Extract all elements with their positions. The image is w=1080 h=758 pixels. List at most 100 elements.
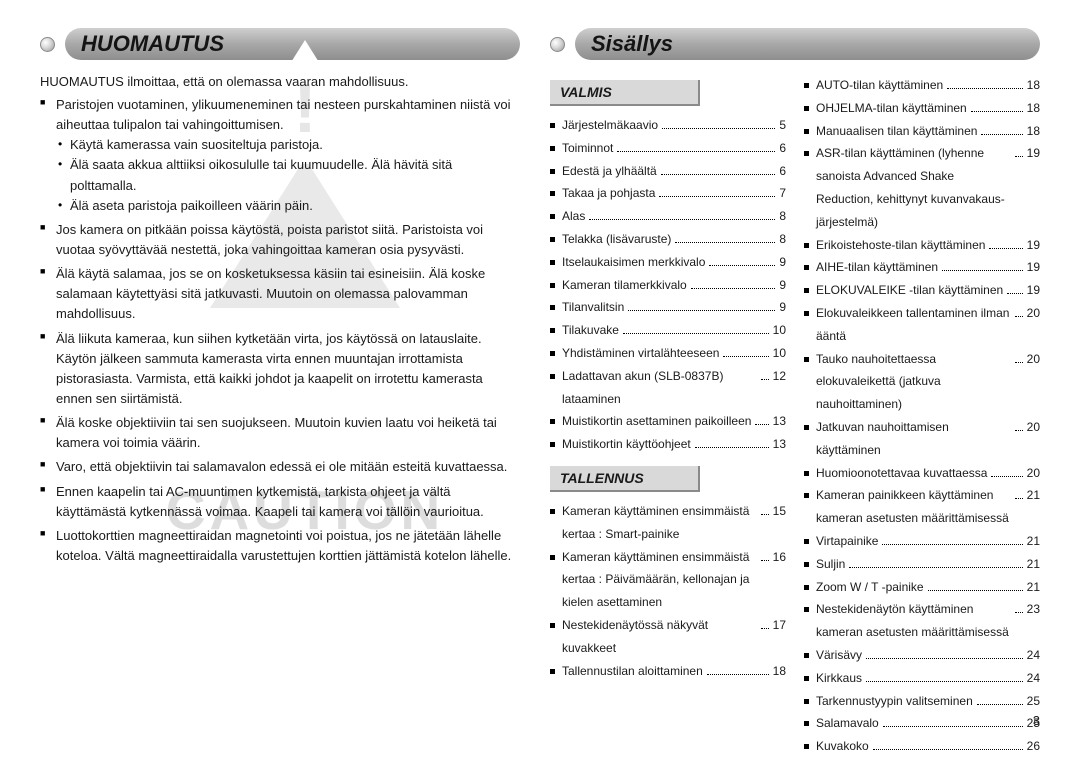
toc-leader [761,560,769,561]
toc-page: 20 [1027,348,1040,371]
toc-leader [1015,612,1023,613]
toc-item: Virtapainike21 [804,530,1040,553]
toc-label: Tauko nauhoitettaessa elokuvaleikettä (j… [816,348,1011,416]
toc-list-valmis: Järjestelmäkaavio5Toiminnot6Edestä ja yl… [550,114,786,456]
toc-leader [989,248,1022,249]
toc-item: Kuvakoko26 [804,735,1040,758]
toc-label: Kameran tilamerkkivalo [562,274,687,297]
toc-page: 24 [1027,667,1040,690]
toc-page: 7 [779,182,786,205]
toc-label: Värisävy [816,644,862,667]
bullet-dot-icon [40,37,55,52]
toc-item: Kameran käyttäminen ensimmäistä kertaa :… [550,546,786,614]
toc-page: 26 [1027,735,1040,758]
toc-item: Huomioonotettavaa kuvattaessa20 [804,462,1040,485]
warning-item: Älä koske objektiiviin tai sen suojuksee… [40,413,520,453]
toc-label: ELOKUVALEIKE -tilan käyttäminen [816,279,1003,302]
toc-leader [977,704,1023,705]
subhead-valmis: VALMIS [550,80,700,106]
warning-text: Paristojen vuotaminen, ylikuumeneminen t… [56,97,511,132]
heading-pill: HUOMAUTUS [65,28,520,60]
toc-label: Suljin [816,553,845,576]
toc-leader [761,628,769,629]
toc-page: 24 [1027,644,1040,667]
toc-item: Muistikortin käyttöohjeet 13 [550,433,786,456]
toc-label: Tilanvalitsin [562,296,624,319]
toc-leader [942,270,1023,271]
toc-item: Kameran käyttäminen ensimmäistä kertaa :… [550,500,786,546]
toc-page: 15 [773,500,786,523]
toc-leader [873,749,1023,750]
toc-list-continued: AUTO-tilan käyttäminen18OHJELMA-tilan kä… [804,74,1040,758]
toc-page: 13 [773,433,786,456]
heading-sisallys: Sisällys [550,28,1040,60]
toc-page: 18 [1027,97,1040,120]
toc-page: 19 [1027,142,1040,165]
toc-leader [849,567,1022,568]
warning-item: Luottokorttien magneettiraidan magnetoin… [40,526,520,566]
toc-item: Kameran painikkeen käyttäminen kameran a… [804,484,1040,530]
right-column: Sisällys VALMIS Järjestelmäkaavio5Toimin… [550,28,1040,726]
toc-leader [662,128,775,129]
toc-leader [709,265,775,266]
toc-two-cols: VALMIS Järjestelmäkaavio5Toiminnot6Edest… [550,74,1040,758]
toc-leader [761,379,769,380]
two-column-layout: HUOMAUTUS ! CAUTION HUOMAUTUS ilmoittaa,… [40,28,1040,726]
toc-col-b: AUTO-tilan käyttäminen18OHJELMA-tilan kä… [804,74,1040,758]
left-column: HUOMAUTUS ! CAUTION HUOMAUTUS ilmoittaa,… [40,28,520,726]
toc-item: Salamavalo25 [804,712,1040,735]
toc-label: AIHE-tilan käyttäminen [816,256,938,279]
toc-leader [991,476,1022,477]
bullet-dot-icon [550,37,565,52]
toc-leader [761,514,769,515]
toc-page: 8 [779,228,786,251]
toc-leader [1015,498,1023,499]
toc-item: Tilanvalitsin9 [550,296,786,319]
toc-label: Itselaukaisimen merkkivalo [562,251,705,274]
toc-leader [617,151,775,152]
toc-page: 18 [1027,74,1040,97]
toc-label: Kameran käyttäminen ensimmäistä kertaa :… [562,546,757,614]
toc-label: Elokuvaleikkeen tallentaminen ilman äänt… [816,302,1011,348]
toc-label: Huomioonotettavaa kuvattaessa [816,462,987,485]
warning-subitem: Älä aseta paristoja paikoilleen väärin p… [56,196,520,216]
toc-label: Alas [562,205,585,228]
toc-item: Tarkennustyypin valitseminen25 [804,690,1040,713]
toc-item: Kameran tilamerkkivalo9 [550,274,786,297]
toc-page: 18 [1027,120,1040,143]
page-number: 3 [1033,713,1040,728]
warning-item: Paristojen vuotaminen, ylikuumeneminen t… [40,95,520,216]
toc-leader [928,590,1023,591]
toc-item: Värisävy 24 [804,644,1040,667]
toc-leader [981,134,1022,135]
toc-page: 9 [779,251,786,274]
toc-label: Nestekidenäytön käyttäminen kameran aset… [816,598,1011,644]
toc-leader [623,333,769,334]
toc-list-tallennus: Kameran käyttäminen ensimmäistä kertaa :… [550,500,786,682]
toc-leader [1015,362,1023,363]
toc-page: 19 [1027,234,1040,257]
toc-item: Muistikortin asettaminen paikoilleen13 [550,410,786,433]
toc-page: 21 [1027,576,1040,599]
toc-leader [1007,293,1022,294]
toc-label: Tallennustilan aloittaminen [562,660,703,683]
toc-page: 23 [1027,598,1040,621]
toc-label: Muistikortin käyttöohjeet [562,433,691,456]
toc-item: Tauko nauhoitettaessa elokuvaleikettä (j… [804,348,1040,416]
toc-page: 20 [1027,416,1040,439]
toc-item: Elokuvaleikkeen tallentaminen ilman äänt… [804,302,1040,348]
heading-huomautus: HUOMAUTUS [40,28,520,60]
toc-page: 19 [1027,256,1040,279]
toc-page: 25 [1027,690,1040,713]
toc-item: Järjestelmäkaavio5 [550,114,786,137]
toc-page: 13 [773,410,786,433]
toc-leader [947,88,1022,89]
toc-label: Nestekidenäytössä näkyvät kuvakkeet [562,614,757,660]
warning-item: Älä liikuta kameraa, kun siihen kytketää… [40,329,520,410]
warning-item: Varo, että objektiivin tai salamavalon e… [40,457,520,477]
toc-item: Toiminnot6 [550,137,786,160]
toc-label: Telakka (lisävaruste) [562,228,671,251]
toc-label: Jatkuvan nauhoittamisen käyttäminen [816,416,1011,462]
warning-item: Älä käytä salamaa, jos se on kosketukses… [40,264,520,324]
toc-page: 8 [779,205,786,228]
